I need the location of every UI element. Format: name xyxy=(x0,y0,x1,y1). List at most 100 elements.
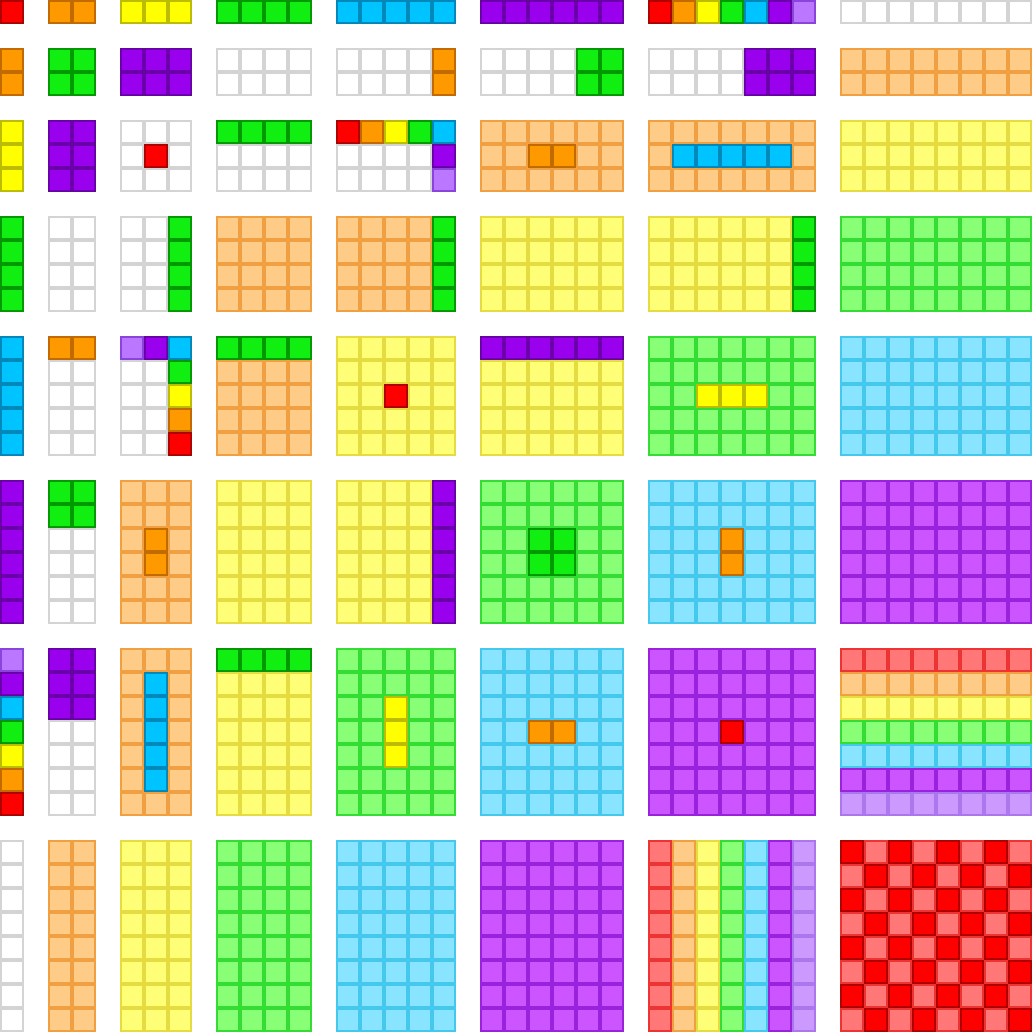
cell xyxy=(72,672,96,696)
cell xyxy=(840,696,864,720)
cell xyxy=(960,336,984,360)
cell xyxy=(768,960,792,984)
cell xyxy=(48,264,72,288)
cell xyxy=(1008,648,1032,672)
cell xyxy=(960,144,984,168)
cell xyxy=(648,936,672,960)
cell xyxy=(696,432,720,456)
cell xyxy=(144,384,168,408)
cell xyxy=(1008,528,1032,552)
cell xyxy=(0,264,24,288)
cell xyxy=(720,600,744,624)
cell xyxy=(480,120,504,144)
cell xyxy=(936,648,960,672)
cell xyxy=(792,936,816,960)
cell xyxy=(744,120,768,144)
cell xyxy=(552,384,576,408)
cell xyxy=(264,288,288,312)
cell xyxy=(744,864,768,888)
cell xyxy=(168,384,192,408)
cell xyxy=(600,840,624,864)
cell xyxy=(720,864,744,888)
cell xyxy=(360,480,384,504)
cell xyxy=(720,768,744,792)
cell xyxy=(600,936,624,960)
cell xyxy=(888,744,912,768)
cell xyxy=(600,264,624,288)
cell xyxy=(768,984,792,1008)
cell xyxy=(672,576,696,600)
cell xyxy=(360,840,384,864)
cell xyxy=(480,216,504,240)
cell xyxy=(600,960,624,984)
block xyxy=(840,480,1032,624)
cell xyxy=(600,144,624,168)
cell xyxy=(336,120,360,144)
cell xyxy=(216,216,240,240)
cell xyxy=(672,120,696,144)
cell xyxy=(840,48,864,72)
cell xyxy=(480,264,504,288)
cell xyxy=(960,840,984,864)
cell xyxy=(552,480,576,504)
cell xyxy=(288,48,312,72)
cell xyxy=(792,696,816,720)
cell xyxy=(0,912,24,936)
cell xyxy=(432,888,456,912)
cell xyxy=(168,984,192,1008)
cell xyxy=(600,864,624,888)
cell xyxy=(120,840,144,864)
cell xyxy=(936,600,960,624)
cell xyxy=(336,504,360,528)
cell xyxy=(600,216,624,240)
cell xyxy=(432,240,456,264)
cell xyxy=(864,936,888,960)
cell xyxy=(480,672,504,696)
cell xyxy=(912,696,936,720)
cell xyxy=(552,120,576,144)
cell xyxy=(504,288,528,312)
cell xyxy=(480,768,504,792)
cell xyxy=(360,696,384,720)
cell xyxy=(120,648,144,672)
cell xyxy=(144,552,168,576)
cell xyxy=(120,984,144,1008)
cell xyxy=(528,936,552,960)
cell xyxy=(264,168,288,192)
cell xyxy=(528,384,552,408)
cell xyxy=(432,984,456,1008)
cell xyxy=(384,912,408,936)
cell xyxy=(336,408,360,432)
cell xyxy=(48,504,72,528)
cell xyxy=(504,792,528,816)
cell xyxy=(0,120,24,144)
cell xyxy=(840,144,864,168)
cell xyxy=(1008,0,1032,24)
cell xyxy=(528,792,552,816)
cell xyxy=(672,0,696,24)
cell xyxy=(984,912,1008,936)
cell xyxy=(48,648,72,672)
cell xyxy=(768,600,792,624)
cell xyxy=(360,384,384,408)
cell xyxy=(432,48,456,72)
cell xyxy=(984,720,1008,744)
cell xyxy=(384,600,408,624)
cell xyxy=(984,696,1008,720)
cell xyxy=(768,144,792,168)
cell xyxy=(1008,696,1032,720)
cell xyxy=(408,936,432,960)
cell xyxy=(912,864,936,888)
cell xyxy=(936,48,960,72)
cell xyxy=(888,432,912,456)
cell xyxy=(48,720,72,744)
cell xyxy=(504,744,528,768)
cell xyxy=(408,0,432,24)
cell xyxy=(936,840,960,864)
cell xyxy=(336,984,360,1008)
cell xyxy=(984,264,1008,288)
cell xyxy=(384,288,408,312)
cell xyxy=(408,360,432,384)
block xyxy=(480,216,624,312)
